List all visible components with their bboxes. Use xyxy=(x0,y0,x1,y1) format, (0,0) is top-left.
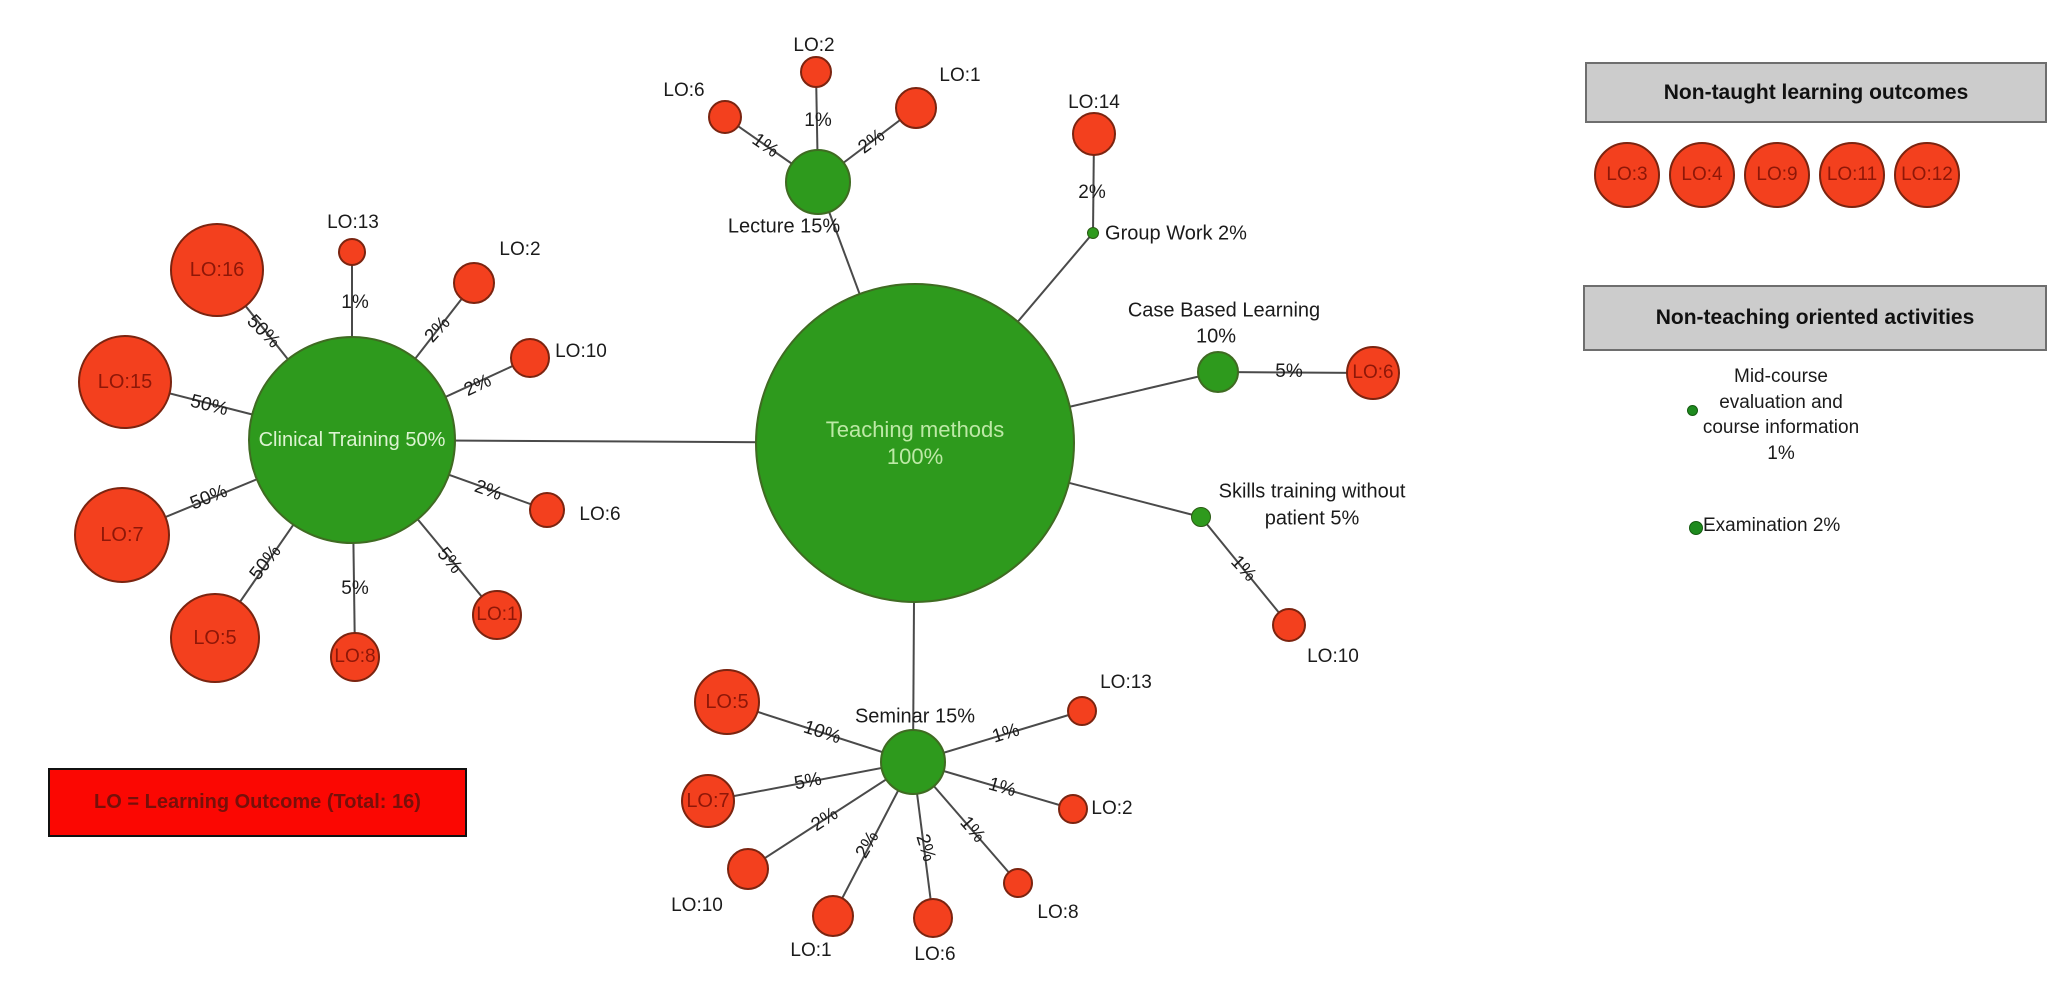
edge-percentage-label: 1% xyxy=(341,292,369,313)
node-cbl-lo6-label: LO:6 xyxy=(1352,362,1394,384)
mid-course-evaluation-label: Mid-course evaluation and course informa… xyxy=(1656,364,1906,466)
node-name-label: LO:13 xyxy=(327,212,379,233)
non-taught-outcomes-header: Non-taught learning outcomes xyxy=(1585,62,2047,123)
edge-percentage-label: 2% xyxy=(1078,182,1106,203)
node-s-lo10 xyxy=(727,848,769,890)
legend-text: LO = Learning Outcome (Total: 16) xyxy=(94,791,421,813)
node-clinical: Clinical Training 50% xyxy=(248,336,456,544)
node-s-lo1 xyxy=(812,895,854,937)
node-c-lo6 xyxy=(529,492,565,528)
node-name-label: LO:10 xyxy=(555,341,607,362)
node-lecture xyxy=(785,149,851,215)
non-taught-outcome-lo-11: LO:11 xyxy=(1819,142,1885,208)
node-c-lo8: LO:8 xyxy=(330,632,380,682)
node-name-label: 10% xyxy=(1195,325,1237,348)
node-c-lo5-label: LO:5 xyxy=(193,626,237,649)
node-s-lo7-label: LO:7 xyxy=(686,789,730,812)
node-c-lo5: LO:5 xyxy=(170,593,260,683)
mid-course-line-1: Mid-course xyxy=(1734,366,1828,387)
node-le-lo1 xyxy=(895,87,937,129)
non-teaching-activities-header: Non-teaching oriented activities xyxy=(1583,285,2047,351)
examination-dot xyxy=(1689,521,1703,535)
node-name-label: LO:2 xyxy=(793,35,835,56)
node-c-lo1: LO:1 xyxy=(472,590,522,640)
examination-label: Examination 2% xyxy=(1703,515,1841,536)
node-name-label: patient 5% xyxy=(1264,507,1360,530)
node-s-lo5-label: LO:5 xyxy=(705,690,749,713)
node-c-lo13 xyxy=(338,238,366,266)
node-s-lo5: LO:5 xyxy=(694,669,760,735)
node-name-label: LO:13 xyxy=(1100,672,1152,693)
node-teaching-label: Teaching methods xyxy=(825,416,1005,442)
non-taught-outcome-lo-3: LO:3 xyxy=(1594,142,1660,208)
node-gw-lo14 xyxy=(1072,112,1116,156)
node-cbl-lo6: LO:6 xyxy=(1346,346,1400,400)
node-le-lo6 xyxy=(708,100,742,134)
node-c-lo10 xyxy=(510,338,550,378)
node-name-label: LO:1 xyxy=(939,65,981,86)
node-cbl xyxy=(1197,351,1239,393)
node-c-lo8-label: LO:8 xyxy=(334,646,376,668)
node-teaching-label: 100% xyxy=(886,444,944,469)
node-s-lo13 xyxy=(1067,696,1097,726)
non-taught-outcomes-title: Non-taught learning outcomes xyxy=(1663,80,1969,104)
node-le-lo2 xyxy=(800,56,832,88)
edge-percentage-label: 5% xyxy=(341,578,369,599)
node-name-label: LO:8 xyxy=(1037,902,1079,923)
mid-course-line-2: evaluation and xyxy=(1719,391,1843,413)
node-c-lo2 xyxy=(453,262,495,304)
edge-skills-dot-sk-lo10 xyxy=(1200,516,1290,626)
node-c-lo15-label: LO:15 xyxy=(97,370,153,393)
non-taught-outcome-lo-4: LO:4 xyxy=(1669,142,1735,208)
mid-course-line-3: course information xyxy=(1702,417,1860,438)
node-c-lo7-label: LO:7 xyxy=(100,523,144,546)
node-c-lo16-label: LO:16 xyxy=(189,258,245,281)
node-c-lo1-label: LO:1 xyxy=(476,604,518,626)
non-taught-outcome-lo-9: LO:9 xyxy=(1744,142,1810,208)
mid-course-evaluation-dot xyxy=(1687,405,1698,416)
edge-percentage-label: 5% xyxy=(1275,361,1303,382)
node-s-lo6 xyxy=(913,898,953,938)
node-name-label: Case Based Learning xyxy=(1127,299,1321,322)
node-name-label: LO:1 xyxy=(790,940,832,961)
legend-box: LO = Learning Outcome (Total: 16) xyxy=(48,768,467,837)
node-name-label: LO:6 xyxy=(914,944,956,965)
node-s-lo7: LO:7 xyxy=(681,774,735,828)
node-name-label: LO:2 xyxy=(1091,798,1133,819)
node-name-label: LO:10 xyxy=(1307,646,1359,667)
mid-course-line-4: 1% xyxy=(1767,442,1795,464)
edge-percentage-label: 1% xyxy=(804,110,832,131)
node-s-lo8 xyxy=(1003,868,1033,898)
node-sk-lo10 xyxy=(1272,608,1306,642)
non-teaching-activities-title: Non-teaching oriented activities xyxy=(1655,306,1975,329)
node-name-label: LO:6 xyxy=(579,504,621,525)
node-name-label: LO:6 xyxy=(663,80,705,101)
node-c-lo16: LO:16 xyxy=(170,223,264,317)
node-name-label: Lecture 15% xyxy=(727,215,841,238)
node-name-label: LO:10 xyxy=(671,895,723,916)
node-name-label: LO:2 xyxy=(499,239,541,260)
node-teaching: Teaching methods 100% xyxy=(755,283,1075,603)
node-name-label: Skills training without xyxy=(1218,480,1406,503)
non-taught-outcome-lo-12: LO:12 xyxy=(1894,142,1960,208)
node-skills-dot xyxy=(1191,507,1211,527)
node-group-dot xyxy=(1087,227,1099,239)
node-c-lo15: LO:15 xyxy=(78,335,172,429)
node-c-lo7: LO:7 xyxy=(74,487,170,583)
node-name-label: Seminar 15% xyxy=(854,705,976,728)
node-seminar xyxy=(880,729,946,795)
node-clinical-label: Clinical Training 50% xyxy=(258,428,446,451)
node-name-label: Group Work 2% xyxy=(1105,222,1247,245)
node-name-label: LO:14 xyxy=(1068,92,1120,113)
edge-seminar-s-lo7 xyxy=(707,761,914,802)
node-s-lo2 xyxy=(1058,794,1088,824)
